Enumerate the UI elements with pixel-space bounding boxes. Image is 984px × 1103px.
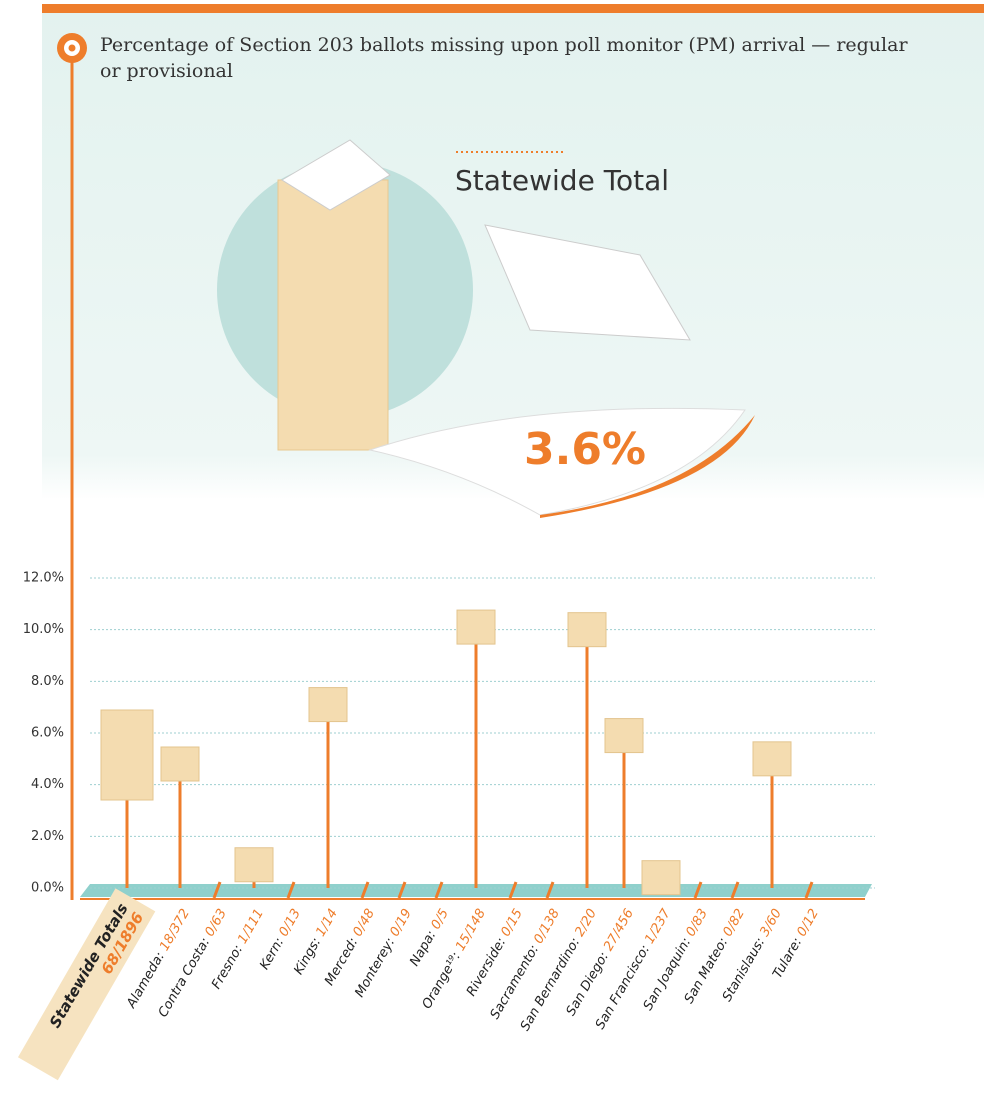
top-paper xyxy=(281,139,391,211)
stem xyxy=(178,764,182,888)
x-tick-label-group: San Diego: 27/456 xyxy=(563,906,636,1018)
paper-stack xyxy=(308,687,348,723)
paper-stack xyxy=(100,709,154,801)
x-tick-count: 0/83 xyxy=(683,906,711,939)
x-tick-count: 0/48 xyxy=(350,906,378,939)
x-tick-count: 0/138 xyxy=(531,906,563,946)
paper-stack xyxy=(456,609,496,645)
x-tick-label: Merced: xyxy=(322,935,361,988)
paper-stack xyxy=(567,612,607,648)
stem xyxy=(474,627,478,888)
illustration xyxy=(217,139,755,518)
zero-marker xyxy=(730,881,740,899)
zero-marker xyxy=(212,881,222,899)
y-tick-label: 10.0% xyxy=(23,622,64,637)
x-tick-label: Napa: xyxy=(407,928,439,969)
x-tick-count: 1/111 xyxy=(235,906,267,946)
paper-stack xyxy=(604,718,644,754)
sheet xyxy=(368,407,746,516)
x-tick-text: Sacramento: 0/138 xyxy=(487,906,562,1021)
zero-marker xyxy=(397,881,407,899)
zero-marker xyxy=(434,881,444,899)
paper-stack xyxy=(160,746,200,782)
x-tick-text: San Diego: 27/456 xyxy=(563,906,636,1018)
x-tick-count: 0/82 xyxy=(720,906,748,939)
stem xyxy=(585,629,589,888)
x-tick-count: 3/60 xyxy=(757,906,785,939)
chart-title: Percentage of Section 203 ballots missin… xyxy=(100,34,908,82)
x-tick-label-group: Contra Costa: 0/63 xyxy=(155,906,229,1020)
x-tick-label: Tulare: xyxy=(770,935,805,981)
paper-stack xyxy=(234,847,274,883)
x-tick-count: 27/456 xyxy=(601,906,637,953)
stack xyxy=(277,179,389,451)
paper-stack xyxy=(752,741,792,777)
y-tick-label: 8.0% xyxy=(31,674,64,689)
zero-marker xyxy=(286,881,296,899)
highlight-title: Statewide Total xyxy=(455,164,669,197)
y-tick-label: 4.0% xyxy=(31,777,64,792)
label-highlight xyxy=(17,888,156,1081)
x-tick-label: Kings: xyxy=(291,935,324,977)
x-tick-count: 0/15 xyxy=(498,906,526,939)
x-tick-count: 0/63 xyxy=(202,906,230,939)
ballot xyxy=(484,224,691,341)
stem xyxy=(622,735,626,888)
x-tick-count: 2/20 xyxy=(572,906,600,939)
y-tick-label: 2.0% xyxy=(31,829,64,844)
highlight-value: 3.6% xyxy=(524,424,646,475)
zero-marker xyxy=(804,881,814,899)
x-tick-count: 1/237 xyxy=(642,906,674,947)
x-tick-count: 0/12 xyxy=(794,906,822,939)
zero-marker xyxy=(545,881,555,899)
top-rule xyxy=(42,4,984,13)
x-tick-count: 1/14 xyxy=(313,906,341,939)
stem xyxy=(326,704,330,888)
stem xyxy=(770,758,774,888)
title-box: Percentage of Section 203 ballots missin… xyxy=(100,34,908,82)
y-tick-label: 0.0% xyxy=(31,881,64,896)
x-tick-count: 15/148 xyxy=(453,906,489,953)
x-tick-text: Contra Costa: 0/63 xyxy=(155,906,229,1020)
x-tick-label-group: Sacramento: 0/138 xyxy=(487,906,562,1021)
zero-marker xyxy=(693,881,703,899)
x-tick-count: 0/13 xyxy=(276,906,304,939)
zero-marker xyxy=(508,881,518,899)
zero-marker xyxy=(360,881,370,899)
stem xyxy=(125,795,129,888)
x-tick-label: Orange¹⁹: xyxy=(419,949,463,1011)
y-tick-label: 12.0% xyxy=(23,571,64,586)
x-tick-count: 18/372 xyxy=(157,906,193,953)
paper-stack xyxy=(641,860,681,896)
icon-dot xyxy=(68,44,76,52)
x-tick-count: 0/19 xyxy=(387,906,415,939)
y-tick-label: 6.0% xyxy=(31,726,64,741)
x-tick-label: Fresno: xyxy=(209,942,246,991)
